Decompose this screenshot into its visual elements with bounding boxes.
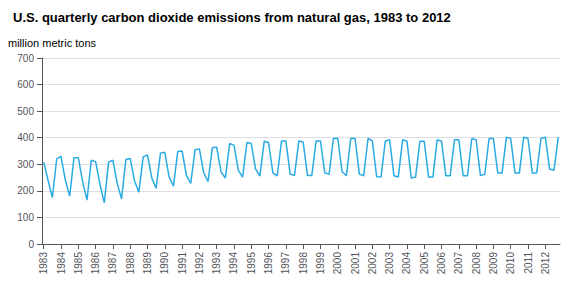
svg-text:700: 700 xyxy=(17,53,34,64)
svg-text:2010: 2010 xyxy=(505,252,516,275)
svg-text:0: 0 xyxy=(28,239,34,250)
svg-text:million metric tons: million metric tons xyxy=(8,37,97,49)
svg-text:1989: 1989 xyxy=(142,252,153,275)
svg-text:2002: 2002 xyxy=(367,252,378,275)
svg-text:1992: 1992 xyxy=(194,252,205,275)
svg-text:400: 400 xyxy=(17,132,34,143)
svg-text:1986: 1986 xyxy=(90,252,101,275)
svg-text:2007: 2007 xyxy=(453,252,464,275)
svg-text:1983: 1983 xyxy=(38,252,49,275)
svg-text:2003: 2003 xyxy=(384,252,395,275)
svg-text:1988: 1988 xyxy=(125,252,136,275)
svg-text:100: 100 xyxy=(17,212,34,223)
svg-text:1996: 1996 xyxy=(263,252,274,275)
svg-text:200: 200 xyxy=(17,185,34,196)
svg-text:2000: 2000 xyxy=(332,252,343,275)
svg-text:2004: 2004 xyxy=(401,252,412,275)
svg-text:1985: 1985 xyxy=(73,252,84,275)
svg-text:1984: 1984 xyxy=(56,252,67,275)
svg-text:2006: 2006 xyxy=(436,252,447,275)
svg-text:2008: 2008 xyxy=(471,252,482,275)
svg-text:2001: 2001 xyxy=(350,252,361,275)
svg-text:1999: 1999 xyxy=(315,252,326,275)
svg-text:2005: 2005 xyxy=(419,252,430,275)
svg-text:U.S. quarterly carbon dioxide: U.S. quarterly carbon dioxide emissions … xyxy=(13,10,451,25)
svg-text:600: 600 xyxy=(17,79,34,90)
svg-text:1987: 1987 xyxy=(107,252,118,275)
svg-text:1994: 1994 xyxy=(228,252,239,275)
svg-text:2011: 2011 xyxy=(523,252,534,274)
svg-text:2012: 2012 xyxy=(540,252,551,275)
svg-text:2009: 2009 xyxy=(488,252,499,275)
svg-text:1990: 1990 xyxy=(159,252,170,275)
svg-text:1995: 1995 xyxy=(246,252,257,275)
svg-text:1993: 1993 xyxy=(211,252,222,275)
svg-text:500: 500 xyxy=(17,106,34,117)
svg-text:1991: 1991 xyxy=(177,252,188,275)
svg-text:1997: 1997 xyxy=(280,252,291,275)
svg-text:300: 300 xyxy=(17,159,34,170)
svg-text:1998: 1998 xyxy=(298,252,309,275)
